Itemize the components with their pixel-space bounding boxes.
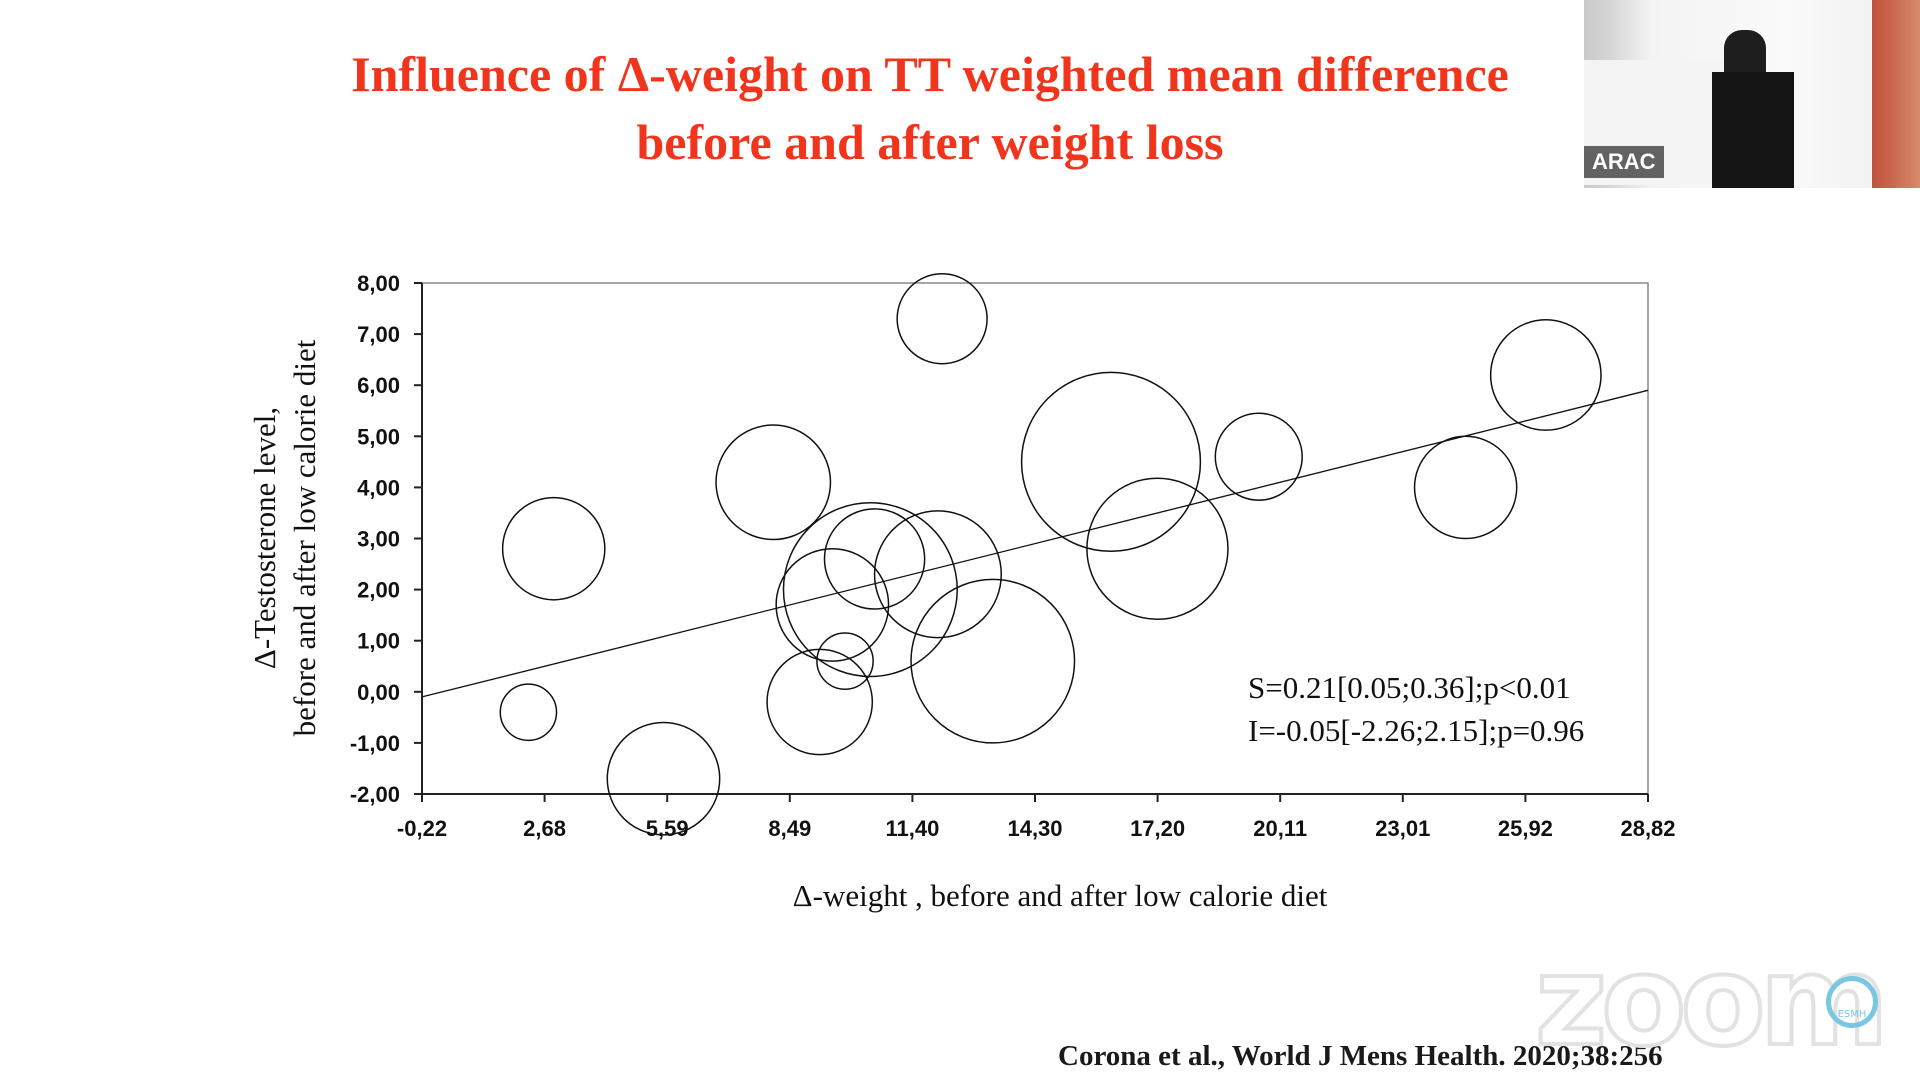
bubble-point [910, 578, 1076, 744]
x-tick-label: 20,11 [1253, 816, 1307, 841]
y-axis-label: Δ-Testosterone level, before and after l… [247, 339, 322, 736]
bubble-point [1489, 319, 1602, 431]
x-tick-label: 2,68 [523, 816, 566, 841]
bubble-series [499, 273, 1602, 836]
y-tick-label: 2,00 [357, 578, 400, 603]
bubble-point [873, 510, 1003, 639]
bubble-point [1413, 435, 1518, 540]
slide-title: Influence of Δ-weight on TT weighted mea… [230, 40, 1630, 176]
slope-annotation: S=0.21[0.05;0.36];p<0.01 [1248, 670, 1571, 705]
bubble-point [715, 424, 832, 541]
y-tick-label: 8,00 [357, 271, 400, 296]
bubble-point [606, 721, 721, 836]
speaker-video-thumbnail[interactable]: ARAC [1584, 0, 1920, 188]
x-tick-label: -0,22 [397, 816, 447, 841]
slide-title-line1: Influence of Δ-weight on TT weighted mea… [351, 46, 1509, 102]
y-tick-label: 3,00 [357, 527, 400, 552]
y-tick-label: 7,00 [357, 322, 400, 347]
x-tick-label: 17,20 [1130, 816, 1185, 841]
bubble-point [766, 648, 874, 756]
logo-text: ESMH [1837, 1009, 1867, 1020]
x-tick-label: 8,49 [768, 816, 811, 841]
y-tick-label: 5,00 [357, 424, 400, 449]
y-tick-label: 6,00 [357, 373, 400, 398]
bubble-point [782, 501, 958, 678]
y-tick-label: -1,00 [350, 731, 400, 756]
y-axis-ticks: 8,00 7,00 6,00 5,00 4,00 3,00 2,00 1,00 0,00 -1,0… [350, 271, 422, 807]
bubble-point [501, 496, 606, 601]
wall-panel [1872, 0, 1920, 188]
bubble-point [823, 508, 926, 610]
bubble-point [816, 632, 874, 690]
citation: Corona et al., World J Mens Health. 2020… [1058, 1040, 1663, 1072]
speaker-figure [1724, 30, 1766, 78]
x-tick-label: 25,92 [1498, 816, 1553, 841]
x-axis-ticks: -0,22 2,68 5,59 8,49 11,40 14,30 17,20 20,11 23,… [397, 794, 1676, 841]
y-tick-label: 0,00 [357, 680, 400, 705]
bubble-point [896, 273, 988, 365]
x-tick-label: 11,40 [885, 816, 939, 841]
x-tick-label: 28,82 [1620, 816, 1675, 841]
y-tick-label: 4,00 [357, 475, 400, 500]
intercept-annotation: I=-0.05[-2.26;2.15];p=0.96 [1248, 713, 1584, 748]
y-axis-label-line2: before and after low calorie diet [287, 339, 322, 736]
y-tick-label: -2,00 [350, 782, 400, 807]
bubble-point [499, 683, 558, 742]
podium [1712, 72, 1794, 188]
x-tick-label: 5,59 [646, 816, 689, 841]
bubble-point [1086, 477, 1229, 620]
x-tick-label: 23,01 [1375, 816, 1430, 841]
slide-title-line2: before and after weight loss [636, 114, 1224, 170]
society-logo-icon: ESMH [1826, 976, 1878, 1028]
y-axis-label-line1: Δ-Testosterone level, [247, 407, 282, 669]
regression-line [421, 389, 1649, 698]
x-tick-label: 14,30 [1007, 816, 1062, 841]
bubble-point [1020, 371, 1202, 553]
y-tick-label: 1,00 [357, 629, 400, 654]
speaker-name-tag: ARAC [1584, 146, 1664, 178]
x-axis-label: Δ-weight , before and after low calorie … [793, 878, 1328, 913]
bubble-point [775, 547, 890, 662]
bubble-point [1214, 412, 1303, 501]
